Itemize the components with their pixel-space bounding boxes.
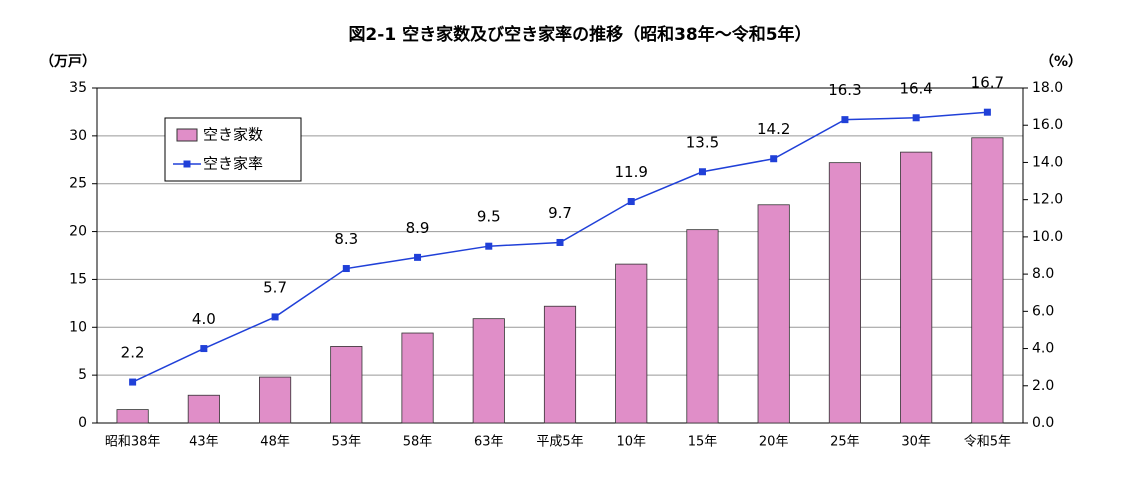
data-label: 14.2 bbox=[757, 120, 790, 138]
bar bbox=[828, 162, 861, 424]
data-label: 11.9 bbox=[615, 163, 648, 181]
y2-tick-label: 14.0 bbox=[1032, 154, 1063, 170]
y-tick-label: 0 bbox=[78, 415, 87, 431]
legend-label: 空き家数 bbox=[203, 126, 263, 144]
data-label: 16.4 bbox=[899, 79, 932, 97]
data-label: 8.3 bbox=[334, 230, 358, 248]
y2-tick-label: 0.0 bbox=[1032, 415, 1054, 431]
rate-marker bbox=[414, 253, 422, 261]
y2-tick-label: 12.0 bbox=[1032, 192, 1063, 208]
rate-marker bbox=[841, 116, 849, 124]
x-tick-label: 58年 bbox=[403, 435, 433, 450]
x-tick-label: 令和5年 bbox=[964, 435, 1011, 450]
y-tick-label: 5 bbox=[78, 367, 87, 383]
x-tick-label: 43年 bbox=[189, 435, 219, 450]
y-tick-label: 25 bbox=[69, 176, 87, 192]
rate-marker bbox=[485, 242, 493, 250]
rate-marker bbox=[271, 313, 279, 321]
chart-title: 図2-1 空き家数及び空き家率の推移（昭和38年～令和5年） bbox=[348, 24, 811, 45]
rate-marker bbox=[627, 198, 635, 206]
y2-tick-label: 6.0 bbox=[1032, 303, 1054, 319]
bar bbox=[116, 409, 149, 424]
bar bbox=[615, 263, 648, 424]
x-tick-label: 53年 bbox=[332, 435, 362, 450]
data-label: 5.7 bbox=[263, 278, 287, 296]
bar bbox=[543, 305, 577, 424]
y2-axis-label: （%） bbox=[1040, 54, 1082, 70]
bar bbox=[757, 204, 790, 424]
x-tick-label: 昭和38年 bbox=[105, 435, 161, 450]
bar bbox=[187, 394, 220, 424]
data-label: 9.7 bbox=[548, 204, 572, 222]
data-label: 8.9 bbox=[406, 219, 430, 237]
x-tick-label: 25年 bbox=[830, 435, 860, 450]
legend-label: 空き家率 bbox=[203, 155, 263, 173]
data-label: 4.0 bbox=[192, 310, 216, 328]
legend-swatch bbox=[176, 128, 198, 142]
y-tick-label: 10 bbox=[69, 319, 87, 335]
bar bbox=[401, 332, 434, 424]
rate-marker bbox=[200, 345, 208, 353]
y-tick-label: 20 bbox=[69, 224, 87, 240]
legend-marker bbox=[183, 160, 191, 168]
bar bbox=[900, 151, 933, 424]
rate-marker bbox=[556, 238, 564, 246]
x-tick-label: 48年 bbox=[260, 435, 290, 450]
y2-tick-label: 8.0 bbox=[1032, 266, 1054, 282]
y-tick-label: 15 bbox=[69, 271, 87, 287]
rate-marker bbox=[698, 168, 706, 176]
bar bbox=[259, 376, 292, 424]
x-tick-label: 63年 bbox=[474, 435, 504, 450]
y2-tick-label: 10.0 bbox=[1032, 229, 1063, 245]
rate-marker bbox=[983, 108, 991, 116]
rate-marker bbox=[342, 265, 350, 273]
bar bbox=[472, 318, 505, 424]
x-tick-label: 20年 bbox=[759, 435, 789, 450]
x-tick-label: 10年 bbox=[616, 435, 646, 450]
rate-marker bbox=[912, 114, 920, 122]
bar bbox=[971, 137, 1004, 424]
y2-tick-label: 16.0 bbox=[1032, 117, 1063, 133]
y-tick-label: 35 bbox=[69, 80, 87, 96]
bar bbox=[330, 346, 363, 424]
y2-tick-label: 18.0 bbox=[1032, 80, 1063, 96]
y-axis-label: （万戸） bbox=[40, 54, 96, 70]
x-tick-label: 平成5年 bbox=[536, 435, 583, 450]
x-tick-label: 30年 bbox=[901, 435, 931, 450]
y2-tick-label: 2.0 bbox=[1032, 378, 1054, 394]
data-label: 16.7 bbox=[971, 74, 1004, 92]
data-label: 16.3 bbox=[828, 81, 861, 99]
x-tick-label: 15年 bbox=[688, 435, 718, 450]
data-label: 9.5 bbox=[477, 208, 501, 226]
bar bbox=[686, 229, 719, 424]
data-label: 2.2 bbox=[121, 344, 145, 362]
y-tick-label: 30 bbox=[69, 128, 87, 144]
y2-tick-label: 4.0 bbox=[1032, 341, 1054, 357]
rate-marker bbox=[770, 155, 778, 163]
data-label: 13.5 bbox=[686, 133, 719, 151]
rate-marker bbox=[129, 378, 137, 386]
